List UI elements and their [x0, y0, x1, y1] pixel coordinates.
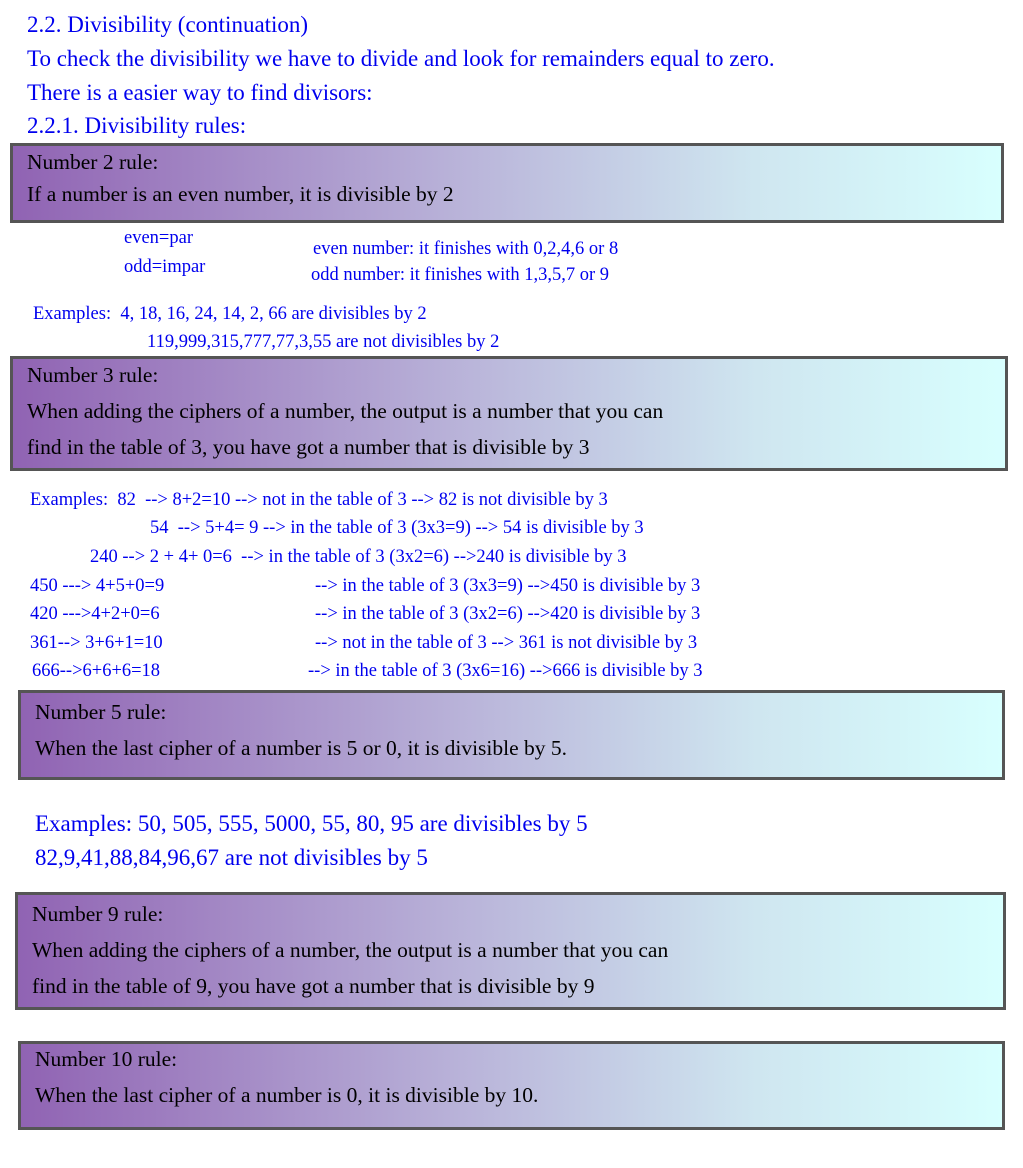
rule3-example: 420 --->4+2+0=6: [30, 604, 160, 624]
rule3-example-result: --> in the table of 3 (3x2=6) -->420 is …: [315, 604, 701, 624]
rule2-examples-no: 119,999,315,777,77,3,55 are not divisibl…: [147, 332, 500, 352]
rule-text: When adding the ciphers of a number, the…: [27, 399, 664, 423]
rule-title: Number 3 rule:: [27, 363, 159, 387]
rule3-example-result: --> not in the table of 3 --> 361 is not…: [315, 633, 698, 653]
easier-text: There is a easier way to find divisors:: [27, 80, 373, 105]
rule-text: find in the table of 3, you have got a n…: [27, 435, 590, 459]
even-definition: even number: it finishes with 0,2,4,6 or…: [313, 239, 619, 259]
intro-text: To check the divisibility we have to div…: [27, 46, 775, 71]
rule3-example: 361--> 3+6+1=10: [30, 633, 163, 653]
rule-text: When adding the ciphers of a number, the…: [32, 938, 669, 962]
rule-box-2: Number 2 rule: If a number is an even nu…: [10, 143, 1004, 223]
even-translation: even=par: [124, 228, 193, 248]
rule-text: When the last cipher of a number is 5 or…: [35, 736, 568, 760]
rule-box-10: Number 10 rule: When the last cipher of …: [18, 1041, 1005, 1130]
rule-text: If a number is an even number, it is div…: [27, 182, 454, 206]
rule2-examples-yes: Examples: 4, 18, 16, 24, 14, 2, 66 are d…: [33, 304, 427, 324]
rule-text: When the last cipher of a number is 0, i…: [35, 1083, 539, 1107]
rule-box-5: Number 5 rule: When the last cipher of a…: [18, 690, 1005, 780]
odd-definition: odd number: it finishes with 1,3,5,7 or …: [311, 265, 610, 285]
rule-text: find in the table of 9, you have got a n…: [32, 974, 595, 998]
rule5-examples-yes: Examples: 50, 505, 555, 5000, 55, 80, 95…: [35, 811, 588, 836]
rule-title: Number 10 rule:: [35, 1047, 178, 1071]
section-title: 2.2. Divisibility (continuation): [27, 12, 309, 37]
rule3-example: Examples: 82 --> 8+2=10 --> not in the t…: [30, 490, 608, 510]
rule3-example-result: --> in the table of 3 (3x6=16) -->666 is…: [308, 661, 703, 681]
rule-box-3: Number 3 rule: When adding the ciphers o…: [10, 356, 1008, 471]
rule3-example: 240 --> 2 + 4+ 0=6 --> in the table of 3…: [90, 547, 627, 567]
rule5-examples-no: 82,9,41,88,84,96,67 are not divisibles b…: [35, 845, 428, 870]
rule-box-9: Number 9 rule: When adding the ciphers o…: [15, 892, 1006, 1010]
rule-title: Number 9 rule:: [32, 902, 164, 926]
subsection-title: 2.2.1. Divisibility rules:: [27, 113, 247, 138]
odd-translation: odd=impar: [124, 257, 206, 277]
rule3-example: 54 --> 5+4= 9 --> in the table of 3 (3x3…: [150, 518, 644, 538]
rule-title: Number 5 rule:: [35, 700, 167, 724]
rule3-example: 450 ---> 4+5+0=9: [30, 576, 165, 596]
rule3-example: 666-->6+6+6=18: [32, 661, 161, 681]
rule-title: Number 2 rule:: [27, 150, 159, 174]
rule3-example-result: --> in the table of 3 (3x3=9) -->450 is …: [315, 576, 701, 596]
